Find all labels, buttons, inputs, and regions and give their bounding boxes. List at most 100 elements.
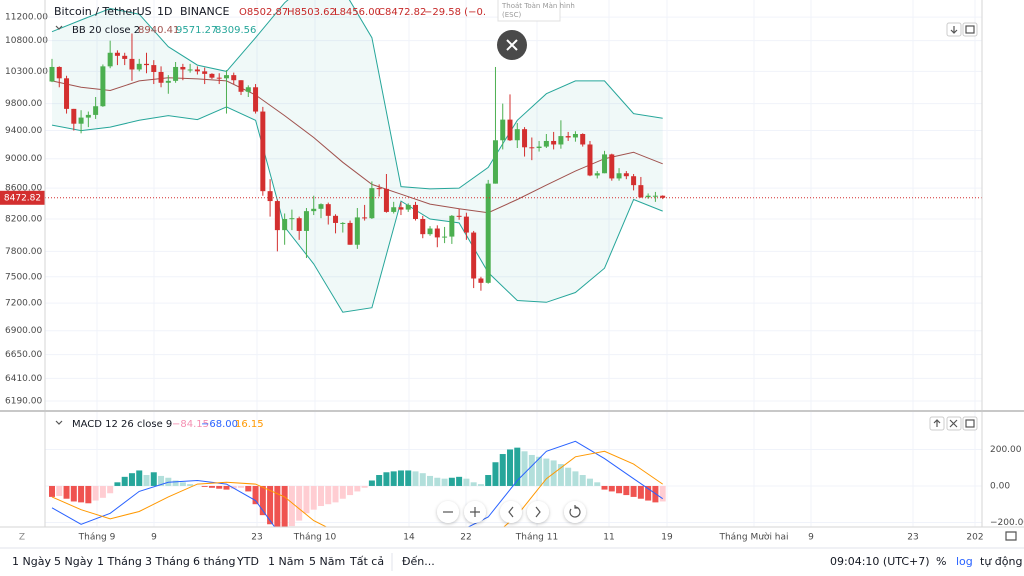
goto-button[interactable]: Đến... [402,555,435,568]
macd-histogram-bar [448,477,455,486]
candle-body [136,63,142,70]
candle-body [413,204,418,219]
bb-basis-value: 8940.41 [138,25,179,36]
range-button[interactable]: 5 Năm [309,555,345,568]
candle-body [71,108,77,124]
signal-line [51,450,663,527]
y-tick-label: 6190.00 [5,397,42,407]
y-tick-label: 9400.00 [5,126,42,136]
candle-body [580,134,586,145]
candle-body [463,216,469,233]
macd-histogram-bar [397,470,404,486]
arrow-icon [950,26,958,34]
macd-histogram-bar [92,485,99,501]
macd-histogram-bar [594,482,601,486]
candle-body [93,106,99,115]
percent-toggle[interactable]: % [936,555,946,568]
macd-histogram-bar [616,485,623,494]
candle-body [274,201,280,231]
time-axis-button[interactable]: Z [19,533,25,543]
macd-histogram-bar [347,485,354,496]
scroll-left-button[interactable] [500,501,522,523]
macd-histogram-bar [216,485,223,489]
reset-button[interactable] [564,501,586,523]
range-button[interactable]: 1 Ngày [12,555,51,568]
last-price-box [0,190,45,205]
macd-histogram-bar [136,470,143,486]
macd-histogram-bar [252,485,259,505]
candle-body [376,188,382,190]
time-label: 19 [661,533,673,543]
candle-body [602,154,608,174]
time-label: 11 [603,533,614,543]
range-button[interactable]: 5 Ngày [54,555,93,568]
candle-body [223,75,229,79]
candle-body [114,52,120,56]
candle-body [536,146,542,149]
candle-body [282,218,288,231]
exchange: BINANCE [180,5,229,18]
macd-histogram-bar [492,462,499,486]
settings-icon[interactable] [1005,531,1017,541]
candle-body [49,66,55,82]
candle-body [427,228,433,235]
candle-body [500,119,506,141]
candle-body [165,80,171,83]
macd-histogram-bar [238,485,245,488]
bb-name[interactable]: BB 20 close 2 [72,25,140,36]
log-toggle[interactable]: log [956,555,973,568]
macd-histogram-bar [230,485,237,489]
macd-histogram-bar [514,447,521,486]
collapse-icon[interactable] [55,25,63,30]
scroll-right-button[interactable] [527,501,549,523]
tooltip-box [497,0,561,22]
range-button[interactable]: 3 Tháng [145,555,190,568]
interval[interactable]: 1D [157,5,172,18]
maximize-button[interactable] [962,416,978,431]
bottom-bar [0,548,1024,576]
candle-body [260,111,266,192]
range-button[interactable]: Tất cả [349,555,384,568]
auto-toggle[interactable]: tự động [980,555,1022,568]
plus-icon [470,507,480,517]
macd-histogram-bar [441,478,448,486]
macd-histogram-bar [419,473,426,486]
range-button[interactable]: 6 tháng [193,555,235,568]
y-tick-label: 11200.00 [5,13,48,23]
macd-value: −68.00 [201,419,238,430]
candle-body [587,144,593,176]
candle-body [187,69,193,71]
bb-fill [52,0,663,313]
candle-body [609,154,615,179]
macd-histogram-bar [412,471,419,486]
pane-buttons [929,22,978,431]
macd-histogram-bar [325,485,332,505]
collapse-icon[interactable] [55,420,63,425]
macd-histogram-bar [99,485,106,498]
macd-histogram-bar [557,464,564,486]
range-button[interactable]: 1 Năm [268,555,304,568]
macd-histogram-bar [376,475,383,486]
maximize-icon [965,25,975,34]
candle-body [122,55,128,59]
candle-body [572,134,578,138]
y-tick-label: 7200.00 [5,299,42,309]
ohlc-change: −29.58 (−0. [424,7,486,18]
candle-body [303,211,309,231]
candle-body [202,71,208,74]
y-tick-label: 6410.00 [5,374,42,384]
tooltip-key: (ESC) [502,11,521,19]
y-tick-label: 0.00 [990,481,1010,491]
candle-body [565,136,571,138]
macd-histogram-bar [85,485,92,504]
maximize-button[interactable] [962,22,978,37]
range-button[interactable]: YTD [236,555,259,568]
macd-histogram-bar [536,456,543,486]
macd-histogram-bar [507,449,514,486]
ohlc-close: C8472.82 [378,7,426,18]
macd-name[interactable]: MACD 12 26 close 9 [72,419,172,430]
symbol: Bitcoin / TetherUS [54,5,152,18]
macd-histogram-bar [63,485,70,499]
range-button[interactable]: 1 Tháng [97,555,142,568]
time-label: Tháng 10 [293,533,337,543]
